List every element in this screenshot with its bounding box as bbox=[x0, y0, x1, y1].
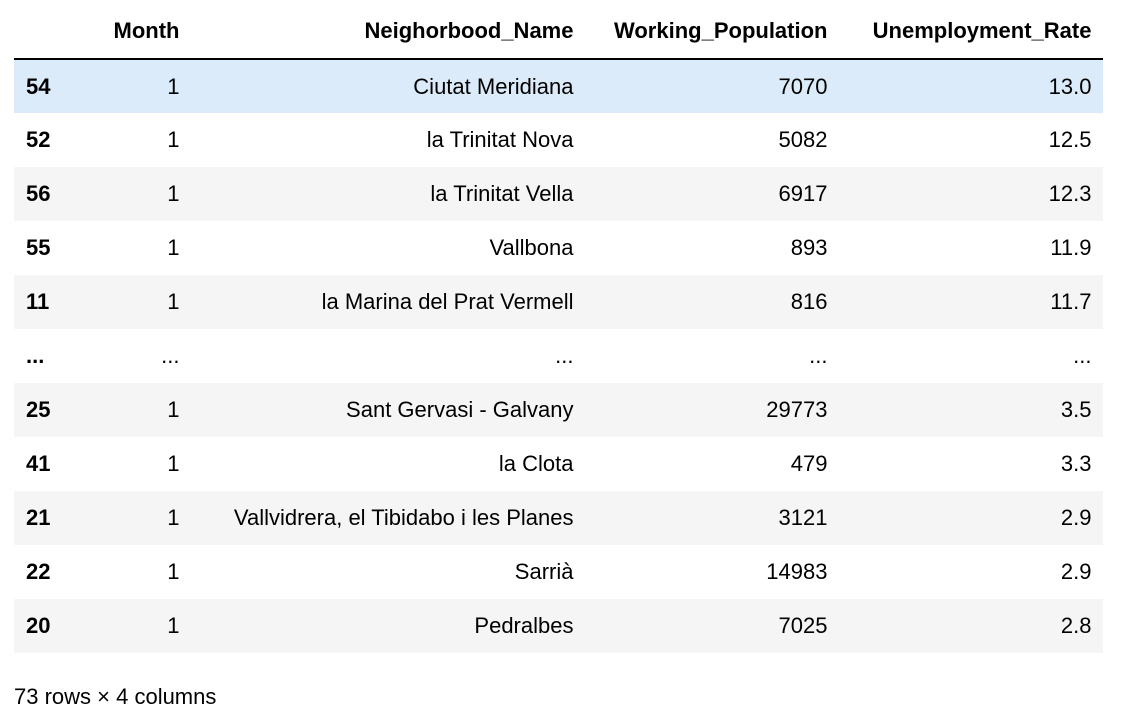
column-header-month: Month bbox=[62, 4, 192, 60]
cell-month: 1 bbox=[167, 451, 180, 476]
table-shape-summary: 73 rows × 4 columns bbox=[14, 684, 217, 704]
row-index: 22 bbox=[26, 559, 51, 584]
cell-unemployment-rate: 12.5 bbox=[1048, 127, 1092, 152]
row-index: 56 bbox=[26, 181, 51, 206]
cell-working-population: ... bbox=[809, 343, 828, 368]
row-index: 21 bbox=[26, 505, 51, 530]
cell-month: 1 bbox=[167, 235, 180, 260]
cell-month: 1 bbox=[167, 397, 180, 422]
row-index: 20 bbox=[26, 613, 51, 638]
cell-working-population: 816 bbox=[790, 289, 828, 314]
cell-working-population: 6917 bbox=[778, 181, 828, 206]
cell-unemployment-rate: 12.3 bbox=[1048, 181, 1092, 206]
table-row: 11 1 la Marina del Prat Vermell 816 11.7 bbox=[14, 275, 1104, 329]
table-header: Month Neighorbood_Name Working_Populatio… bbox=[14, 4, 1104, 60]
cell-month: 1 bbox=[167, 505, 180, 530]
column-header-working-population: Working_Population bbox=[585, 4, 840, 60]
cell-neighborhood-name: Sant Gervasi - Galvany bbox=[346, 397, 574, 422]
cell-working-population: 893 bbox=[790, 235, 828, 260]
table-row: 20 1 Pedralbes 7025 2.8 bbox=[14, 599, 1104, 653]
column-header-unemployment-rate: Unemployment_Rate bbox=[839, 4, 1104, 60]
cell-unemployment-rate: 3.3 bbox=[1060, 451, 1092, 476]
row-index: 52 bbox=[26, 127, 51, 152]
table-row-ellipsis: ... ... ... ... ... bbox=[14, 329, 1104, 383]
cell-neighborhood-name: la Clota bbox=[498, 451, 574, 476]
table-row: 52 1 la Trinitat Nova 5082 12.5 bbox=[14, 113, 1104, 167]
table-body: 54 1 Ciutat Meridiana 7070 13.0 52 1 la … bbox=[14, 59, 1104, 653]
row-index: 55 bbox=[26, 235, 51, 260]
cell-unemployment-rate: 13.0 bbox=[1048, 73, 1092, 99]
cell-month: 1 bbox=[167, 289, 180, 314]
cell-working-population: 3121 bbox=[778, 505, 828, 530]
row-index: ... bbox=[26, 343, 45, 368]
table-row: 41 1 la Clota 479 3.3 bbox=[14, 437, 1104, 491]
cell-neighborhood-name: Vallvidrera, el Tibidabo i les Planes bbox=[233, 505, 574, 530]
cell-unemployment-rate: 2.9 bbox=[1060, 505, 1092, 530]
column-header-neighborhood-name: Neighorbood_Name bbox=[191, 4, 586, 60]
dataframe-output: Month Neighorbood_Name Working_Populatio… bbox=[14, 4, 1104, 653]
index-header bbox=[14, 4, 63, 60]
cell-unemployment-rate: 3.5 bbox=[1060, 397, 1092, 422]
cell-neighborhood-name: la Trinitat Nova bbox=[426, 127, 574, 152]
table-row: 55 1 Vallbona 893 11.9 bbox=[14, 221, 1104, 275]
cell-month: 1 bbox=[167, 559, 180, 584]
cell-working-population: 7025 bbox=[778, 613, 828, 638]
cell-neighborhood-name: ... bbox=[555, 343, 574, 368]
cell-unemployment-rate: ... bbox=[1073, 343, 1092, 368]
cell-unemployment-rate: 2.9 bbox=[1060, 559, 1092, 584]
cell-month: ... bbox=[161, 343, 180, 368]
cell-neighborhood-name: Pedralbes bbox=[474, 613, 574, 638]
cell-month: 1 bbox=[167, 127, 180, 152]
table-row: 56 1 la Trinitat Vella 6917 12.3 bbox=[14, 167, 1104, 221]
cell-neighborhood-name: Ciutat Meridiana bbox=[413, 73, 574, 99]
cell-neighborhood-name: la Marina del Prat Vermell bbox=[321, 289, 574, 314]
cell-working-population: 479 bbox=[790, 451, 828, 476]
row-index: 41 bbox=[26, 451, 51, 476]
row-index: 54 bbox=[26, 73, 51, 99]
dataframe-table: Month Neighorbood_Name Working_Populatio… bbox=[14, 4, 1104, 653]
cell-month: 1 bbox=[167, 181, 180, 206]
cell-month: 1 bbox=[167, 73, 180, 99]
cell-neighborhood-name: Sarrià bbox=[514, 559, 574, 584]
row-index: 11 bbox=[26, 289, 50, 314]
cell-unemployment-rate: 11.9 bbox=[1050, 235, 1092, 260]
cell-working-population: 29773 bbox=[766, 397, 828, 422]
header-row: Month Neighorbood_Name Working_Populatio… bbox=[14, 4, 1104, 60]
cell-unemployment-rate: 11.7 bbox=[1050, 289, 1092, 314]
cell-neighborhood-name: Vallbona bbox=[489, 235, 574, 260]
row-index: 25 bbox=[26, 397, 51, 422]
cell-month: 1 bbox=[167, 613, 180, 638]
cell-neighborhood-name: la Trinitat Vella bbox=[430, 181, 574, 206]
cell-working-population: 7070 bbox=[778, 73, 828, 99]
cell-working-population: 14983 bbox=[766, 559, 828, 584]
table-row: 25 1 Sant Gervasi - Galvany 29773 3.5 bbox=[14, 383, 1104, 437]
table-row: 21 1 Vallvidrera, el Tibidabo i les Plan… bbox=[14, 491, 1104, 545]
table-row: 54 1 Ciutat Meridiana 7070 13.0 bbox=[14, 59, 1104, 113]
cell-unemployment-rate: 2.8 bbox=[1060, 613, 1092, 638]
table-row: 22 1 Sarrià 14983 2.9 bbox=[14, 545, 1104, 599]
cell-working-population: 5082 bbox=[778, 127, 828, 152]
